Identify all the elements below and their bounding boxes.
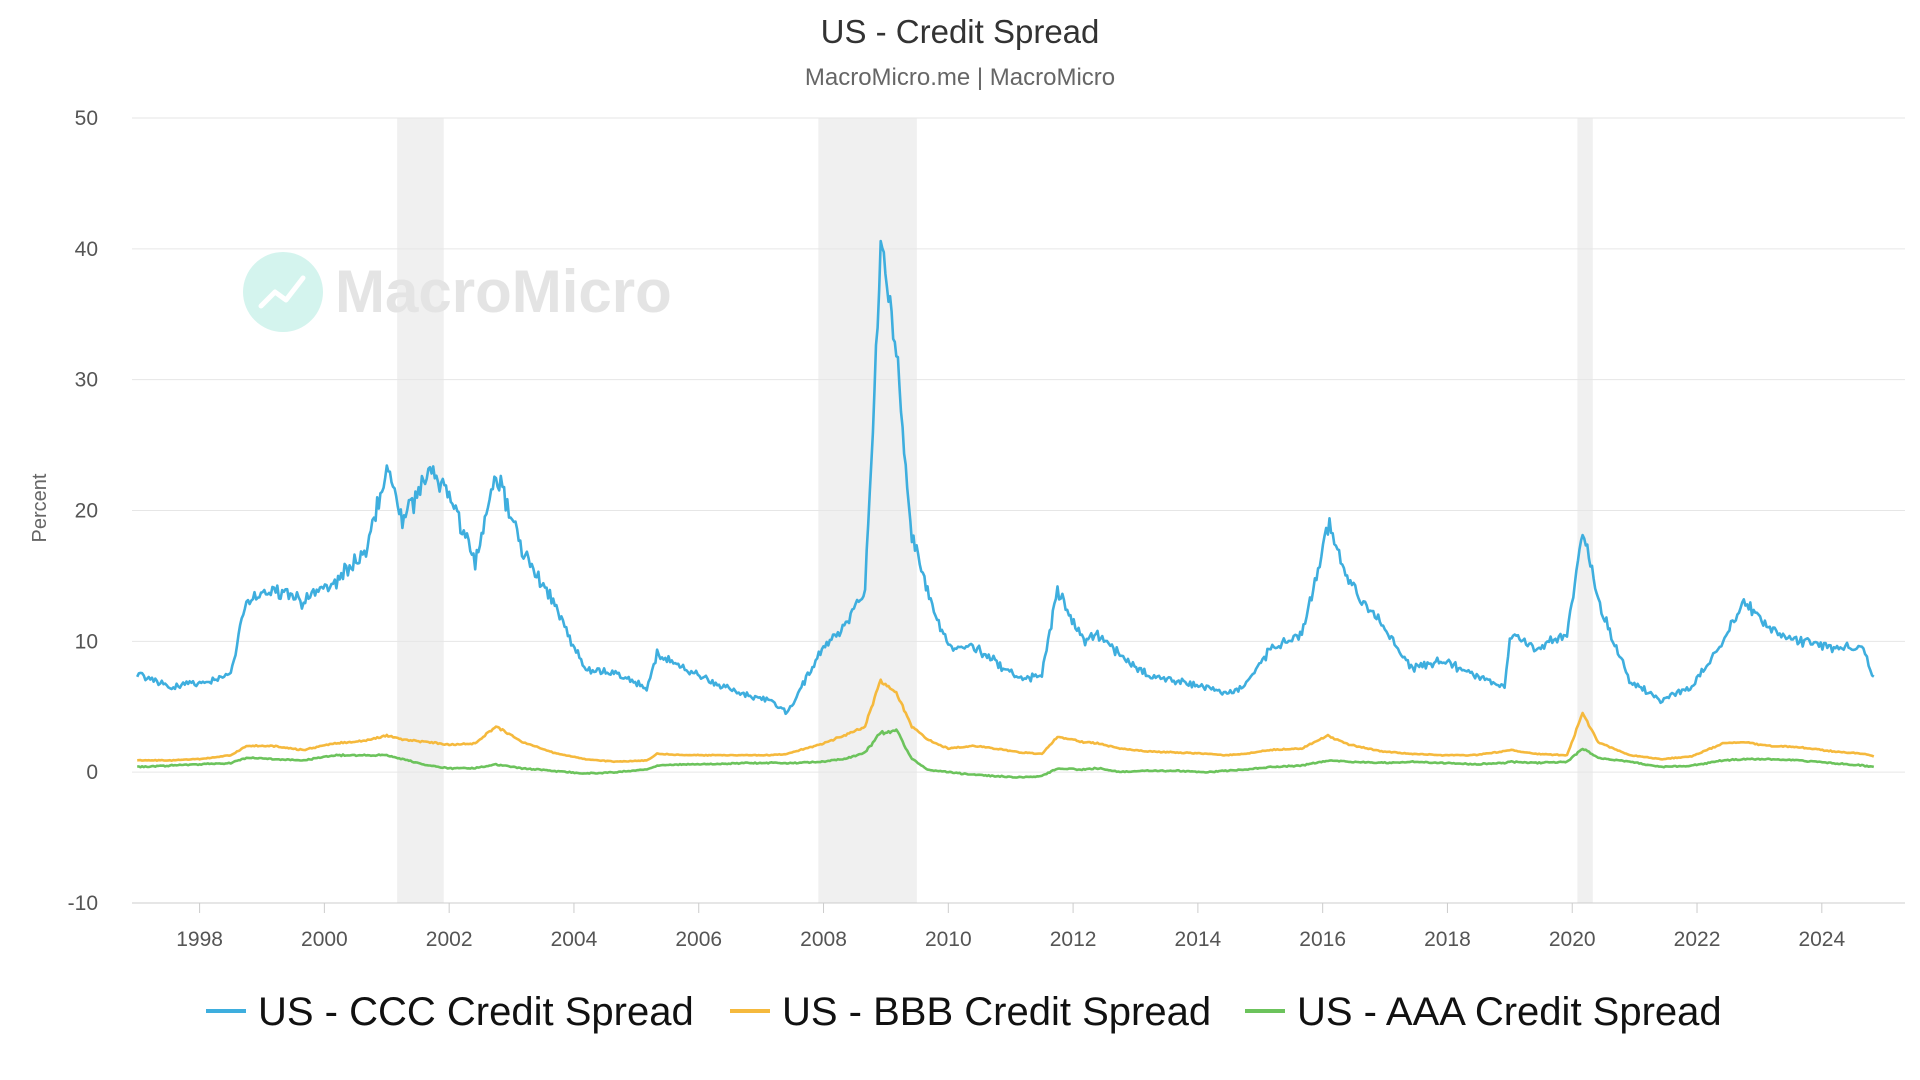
x-tick-label: 2022 — [1674, 928, 1721, 951]
chart-title: US - Credit Spread — [821, 13, 1100, 50]
legend-label: US - CCC Credit Spread — [258, 990, 694, 1034]
x-tick-label: 2008 — [800, 928, 847, 951]
watermark-chart-icon — [258, 275, 306, 309]
legend-item-2[interactable]: US - BBB Credit Spread — [730, 990, 1211, 1034]
x-tick-label: 2014 — [1175, 928, 1222, 951]
x-tick-label: 2020 — [1549, 928, 1596, 951]
y-tick-label: 20 — [75, 500, 98, 523]
x-tick-label: 2004 — [551, 928, 598, 951]
y-tick-label: -10 — [68, 892, 98, 915]
watermark-text: MacroMicro — [335, 258, 672, 325]
x-tick-label: 2000 — [301, 928, 348, 951]
legend[interactable]: US - CCC Credit Spread US - BBB Credit Sp… — [206, 990, 1722, 1034]
legend-item-1[interactable]: US - CCC Credit Spread — [206, 990, 694, 1034]
legend-label: US - BBB Credit Spread — [782, 990, 1211, 1034]
x-tick-label: 2006 — [675, 928, 722, 951]
legend-label: US - AAA Credit Spread — [1297, 990, 1722, 1034]
y-tick-label: 30 — [75, 369, 98, 392]
series-lines — [136, 239, 1875, 779]
series-line-1 — [136, 239, 1875, 716]
y-axis-label: Percent — [29, 473, 51, 542]
x-tick-label: 2024 — [1798, 928, 1845, 951]
y-tick-label: 0 — [86, 761, 98, 784]
y-tick-label: 50 — [75, 107, 98, 130]
x-tick-label: 2002 — [426, 928, 473, 951]
series-line-3 — [137, 728, 1875, 779]
x-tick-label: 2010 — [925, 928, 972, 951]
watermark-logo-icon — [243, 252, 323, 332]
y-tick-label: 10 — [75, 630, 98, 653]
series-line-2 — [137, 678, 1875, 764]
y-tick-label: 40 — [75, 238, 98, 261]
watermark: MacroMicro — [243, 252, 672, 332]
legend-item-3[interactable]: US - AAA Credit Spread — [1245, 990, 1722, 1034]
x-tick-label: 2012 — [1050, 928, 1097, 951]
x-tick-label: 2018 — [1424, 928, 1471, 951]
axes: -10 0 10 20 30 40 50 1998 2000 2002 2004 2006 2008 20… — [68, 107, 1905, 951]
x-tick-label: 1998 — [176, 928, 223, 951]
chart-subtitle: MacroMicro.me | MacroMicro — [805, 64, 1115, 91]
x-tick-label: 2016 — [1299, 928, 1346, 951]
